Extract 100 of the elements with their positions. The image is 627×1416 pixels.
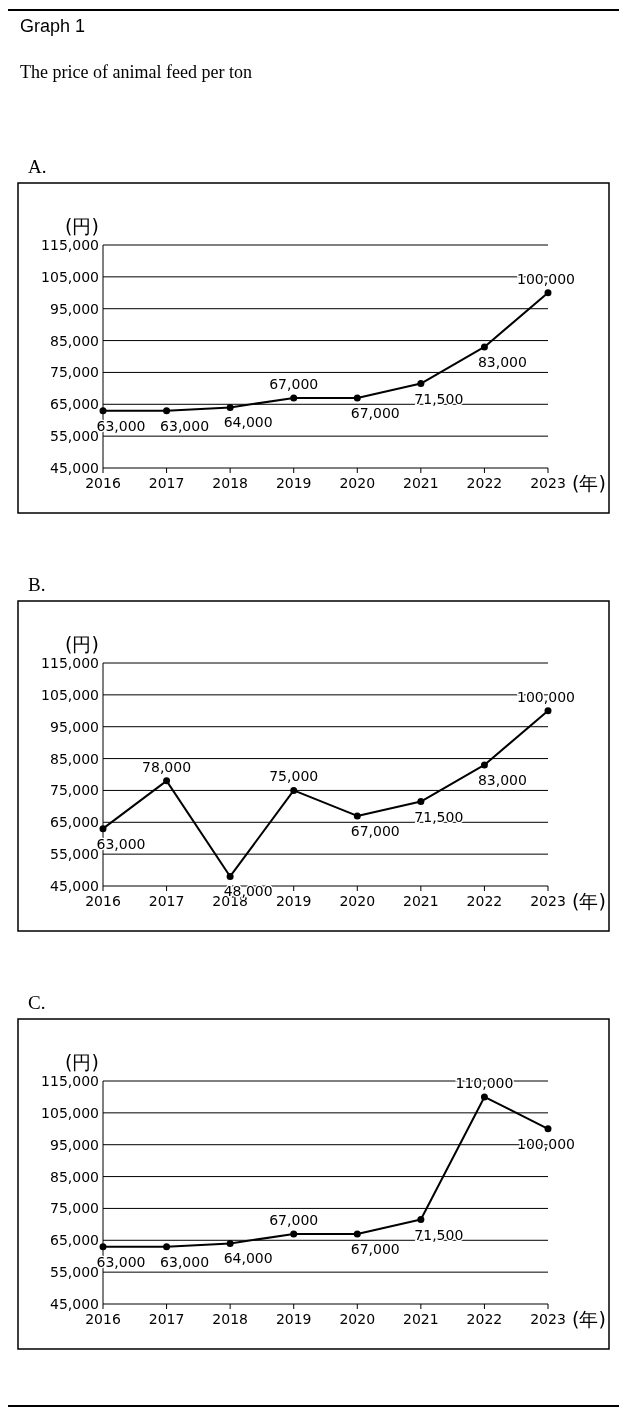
point (290, 786, 298, 794)
x-axis-title: (年) (572, 472, 606, 494)
caption: Graph 1 (20, 16, 86, 36)
y-tick-label: 75,000 (50, 1200, 99, 1217)
point (163, 1243, 171, 1251)
point (417, 1216, 425, 1224)
x-tick-label: 2019 (275, 893, 312, 909)
x-tick-label: 2018 (212, 475, 248, 491)
y-tick-label: 95,000 (50, 300, 99, 317)
data-label: 63,000 (160, 417, 210, 434)
x-tick-label: 2022 (466, 1311, 503, 1327)
point (353, 812, 361, 820)
data-label: 100,000 (517, 1135, 575, 1152)
text: The price of animal feed per ton (20, 62, 252, 82)
data-label: 64,000 (223, 414, 273, 431)
point (544, 289, 552, 297)
y-tick-label: 45,000 (50, 878, 99, 894)
x-axis-title: (年) (572, 1308, 606, 1330)
point (417, 380, 425, 388)
data-label: 100,000 (517, 270, 575, 287)
x-tick-label: 2021 (403, 1311, 439, 1327)
point (480, 1093, 488, 1101)
point (99, 407, 107, 415)
point (226, 1239, 234, 1247)
y-tick-label: 55,000 (50, 846, 99, 863)
data-label: 83,000 (477, 353, 527, 370)
point (290, 1230, 298, 1238)
data-label: 67,000 (350, 1240, 400, 1257)
point (417, 798, 425, 806)
point (226, 872, 234, 880)
y-tick-label: 55,000 (50, 428, 99, 445)
x-tick-label: 2020 (339, 475, 376, 491)
x-tick-label: 2021 (403, 475, 439, 491)
x-tick-label: 2020 (339, 1311, 376, 1327)
x-tick-label: 2016 (85, 1311, 121, 1327)
y-tick-label: 55,000 (50, 1264, 99, 1281)
point (480, 761, 488, 769)
x-tick-label: 2020 (339, 893, 376, 909)
y-tick-label: 85,000 (50, 750, 99, 767)
chart-title: C. (28, 992, 46, 1013)
x-tick-label: 2022 (466, 475, 503, 491)
x-tick-label: 2018 (212, 1311, 248, 1327)
y-tick-label: 85,000 (50, 1168, 99, 1185)
data-label: 83,000 (477, 771, 527, 788)
data-label: 67,000 (350, 404, 400, 421)
y-axis-title: (円) (65, 215, 99, 237)
y-tick-label: 75,000 (50, 782, 99, 799)
y-tick-label: 45,000 (50, 1296, 99, 1312)
point (99, 1243, 107, 1251)
y-tick-label: 45,000 (50, 460, 99, 476)
data-label: 110,000 (455, 1074, 514, 1091)
y-tick-label: 115,000 (41, 1073, 99, 1089)
data-label: 71,500 (414, 390, 464, 407)
point (99, 825, 107, 833)
data-label: 67,000 (269, 375, 319, 392)
y-axis-title: (円) (65, 633, 99, 655)
x-tick-label: 2017 (148, 475, 185, 491)
x-tick-label: 2016 (85, 893, 121, 909)
y-tick-label: 65,000 (50, 1232, 99, 1249)
y-tick-label: 85,000 (50, 332, 99, 349)
y-tick-label: 115,000 (41, 237, 99, 253)
data-label: 78,000 (142, 758, 192, 775)
x-tick-label: 2023 (530, 893, 566, 909)
data-label: 75,000 (269, 768, 319, 785)
x-tick-label: 2017 (148, 893, 185, 909)
point (480, 343, 488, 351)
data-label: 64,000 (223, 1250, 273, 1267)
y-axis-title: (円) (65, 1051, 99, 1073)
y-tick-label: 115,000 (41, 655, 99, 671)
chart-title: B. (28, 574, 46, 595)
point (290, 394, 298, 402)
chart-title: A. (28, 156, 47, 177)
y-tick-label: 75,000 (50, 364, 99, 381)
x-tick-label: 2023 (530, 475, 566, 491)
y-tick-label: 105,000 (41, 1104, 99, 1121)
x-tick-label: 2019 (275, 1311, 312, 1327)
point (544, 1125, 552, 1133)
y-tick-label: 65,000 (50, 814, 99, 831)
x-tick-label: 2019 (275, 475, 312, 491)
x-tick-label: 2023 (530, 1311, 566, 1327)
data-label: 63,000 (160, 1253, 210, 1270)
point (353, 394, 361, 402)
y-tick-label: 105,000 (41, 686, 99, 703)
x-tick-label: 2022 (466, 893, 503, 909)
y-tick-label: 95,000 (50, 718, 99, 735)
data-label: 71,500 (414, 1226, 464, 1243)
point (544, 707, 552, 715)
point (226, 403, 234, 411)
x-tick-label: 2021 (403, 893, 439, 909)
data-label: 67,000 (269, 1211, 319, 1228)
data-label: 100,000 (517, 688, 575, 705)
data-label: 71,500 (414, 808, 464, 825)
x-tick-label: 2016 (85, 475, 121, 491)
y-tick-label: 65,000 (50, 396, 99, 413)
point (353, 1230, 361, 1238)
data-label: 67,000 (350, 822, 400, 839)
x-tick-label: 2017 (148, 1311, 185, 1327)
y-tick-label: 105,000 (41, 268, 99, 285)
y-tick-label: 95,000 (50, 1136, 99, 1153)
x-axis-title: (年) (572, 890, 606, 912)
